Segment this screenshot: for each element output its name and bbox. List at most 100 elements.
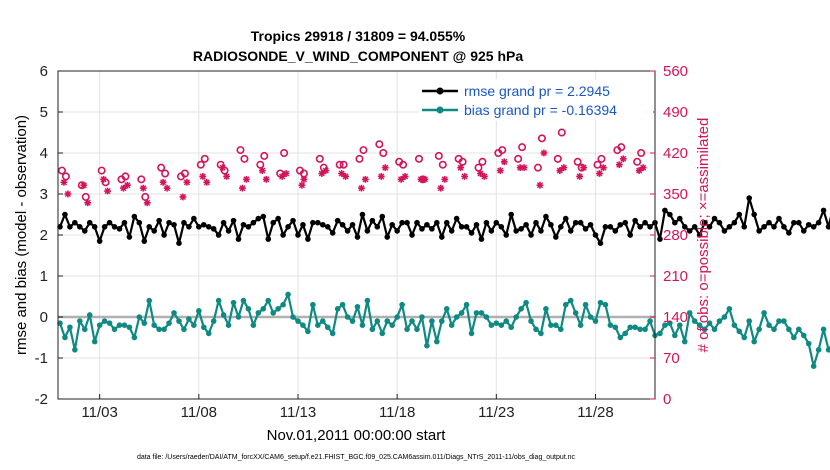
rmse-point bbox=[686, 228, 693, 234]
bias-point bbox=[225, 322, 232, 329]
assimilated-obs-stroke bbox=[521, 164, 528, 171]
assimilated-obs-stroke bbox=[322, 167, 329, 174]
rmse-point bbox=[349, 221, 356, 228]
rmse-point bbox=[776, 215, 782, 222]
bias-point bbox=[701, 326, 708, 333]
bias-point bbox=[255, 310, 262, 316]
assimilated-obs-stroke bbox=[64, 190, 71, 198]
rmse-point bbox=[577, 219, 584, 226]
assimilated-obs-stroke bbox=[120, 185, 127, 192]
assimilated-obs-marker bbox=[639, 164, 647, 172]
assimilated-obs-stroke bbox=[382, 164, 389, 171]
assimilated-obs-marker bbox=[362, 175, 369, 183]
rmse-point bbox=[622, 219, 629, 226]
rmse-point bbox=[62, 211, 68, 218]
bias-point bbox=[324, 324, 331, 331]
rmse-point bbox=[126, 234, 133, 240]
assimilated-obs-marker bbox=[496, 167, 504, 174]
bias-point bbox=[116, 322, 123, 329]
possible-obs-marker bbox=[518, 143, 527, 152]
possible-obs-marker bbox=[200, 154, 209, 163]
assimilated-obs-marker bbox=[100, 175, 108, 183]
rmse-point bbox=[409, 232, 415, 238]
bias-point bbox=[582, 301, 589, 308]
assimilated-obs-stroke bbox=[616, 161, 623, 168]
assimilated-obs-marker bbox=[219, 164, 227, 172]
assimilated-obs-marker bbox=[223, 173, 230, 180]
rmse-point bbox=[57, 224, 63, 230]
assimilated-obs-marker bbox=[576, 173, 584, 180]
rmse-point bbox=[662, 207, 668, 214]
bias-point bbox=[171, 310, 177, 316]
assimilated-obs-marker bbox=[104, 187, 111, 195]
y-tick-label: 1 bbox=[40, 268, 48, 285]
assimilated-obs-marker bbox=[437, 184, 445, 192]
rmse-point bbox=[810, 224, 817, 230]
rmse-point bbox=[111, 224, 118, 230]
rmse-point bbox=[230, 217, 237, 224]
bias-point bbox=[156, 326, 162, 333]
bias-point bbox=[791, 334, 797, 341]
rmse-point bbox=[225, 228, 232, 234]
x-tick-label: 11/23 bbox=[478, 404, 514, 421]
bias-point bbox=[300, 322, 306, 329]
assimilated-obs-stroke bbox=[358, 185, 365, 192]
possible-obs-marker bbox=[355, 154, 364, 163]
assimilated-obs-stroke bbox=[437, 185, 444, 192]
assimilated-obs-stroke bbox=[283, 170, 290, 177]
possible-obs-marker bbox=[157, 163, 166, 172]
y-tick-label: 6 bbox=[40, 63, 48, 80]
rmse-point bbox=[721, 228, 728, 234]
bias-point bbox=[577, 322, 584, 329]
rmse-point bbox=[419, 226, 425, 232]
rmse-point bbox=[141, 238, 148, 244]
rmse-point bbox=[627, 232, 634, 238]
rmse-point bbox=[205, 224, 212, 230]
bias-point bbox=[181, 326, 187, 333]
bias-point bbox=[572, 310, 579, 316]
bias-point bbox=[642, 326, 648, 333]
y-tick-label: 3 bbox=[40, 186, 48, 203]
bias-point bbox=[141, 320, 148, 326]
assimilated-obs-marker bbox=[477, 170, 484, 177]
rmse-point bbox=[260, 213, 267, 220]
bias-point bbox=[736, 328, 743, 335]
rmse-point bbox=[553, 234, 559, 240]
possible-obs-marker bbox=[180, 169, 189, 178]
bias-point bbox=[776, 318, 782, 324]
assimilated-obs-stroke bbox=[421, 176, 428, 183]
rmse-point bbox=[528, 232, 534, 238]
rmse-point bbox=[429, 226, 435, 232]
assimilated-obs-marker bbox=[203, 178, 211, 186]
bias-point bbox=[672, 332, 678, 339]
rmse-point bbox=[389, 221, 396, 228]
assimilated-obs-marker bbox=[619, 155, 627, 163]
bias-point bbox=[607, 322, 614, 329]
rmse-point bbox=[508, 211, 515, 218]
rmse-point bbox=[136, 219, 143, 226]
bias-point bbox=[706, 320, 713, 326]
assimilated-obs-stroke bbox=[279, 173, 286, 180]
bias-point bbox=[329, 330, 336, 337]
bias-point bbox=[205, 330, 212, 337]
rmse-point bbox=[364, 228, 371, 234]
bias-point bbox=[592, 318, 599, 324]
y-axis-right-ticks: 0 70 140 210 280 350 420 490 560 bbox=[650, 63, 688, 408]
assimilated-obs-stroke bbox=[600, 164, 607, 171]
bias-point bbox=[419, 314, 425, 320]
assimilated-obs-stroke bbox=[481, 173, 488, 180]
rmse-point bbox=[424, 221, 430, 228]
assimilated-obs-stroke bbox=[318, 170, 325, 177]
bias-point bbox=[315, 322, 321, 329]
assimilated-obs-marker bbox=[239, 184, 246, 192]
rmse-point bbox=[746, 195, 753, 201]
assimilated-obs-marker bbox=[60, 178, 68, 186]
possible-obs-marker bbox=[597, 154, 606, 163]
assimilated-obs-stroke bbox=[239, 185, 246, 192]
rmse-point bbox=[200, 221, 207, 228]
rmse-point bbox=[667, 211, 673, 218]
rmse-point bbox=[642, 219, 648, 226]
assimilated-obs-marker bbox=[536, 181, 544, 189]
rmse-point bbox=[181, 219, 187, 226]
rmse-point bbox=[786, 230, 792, 236]
